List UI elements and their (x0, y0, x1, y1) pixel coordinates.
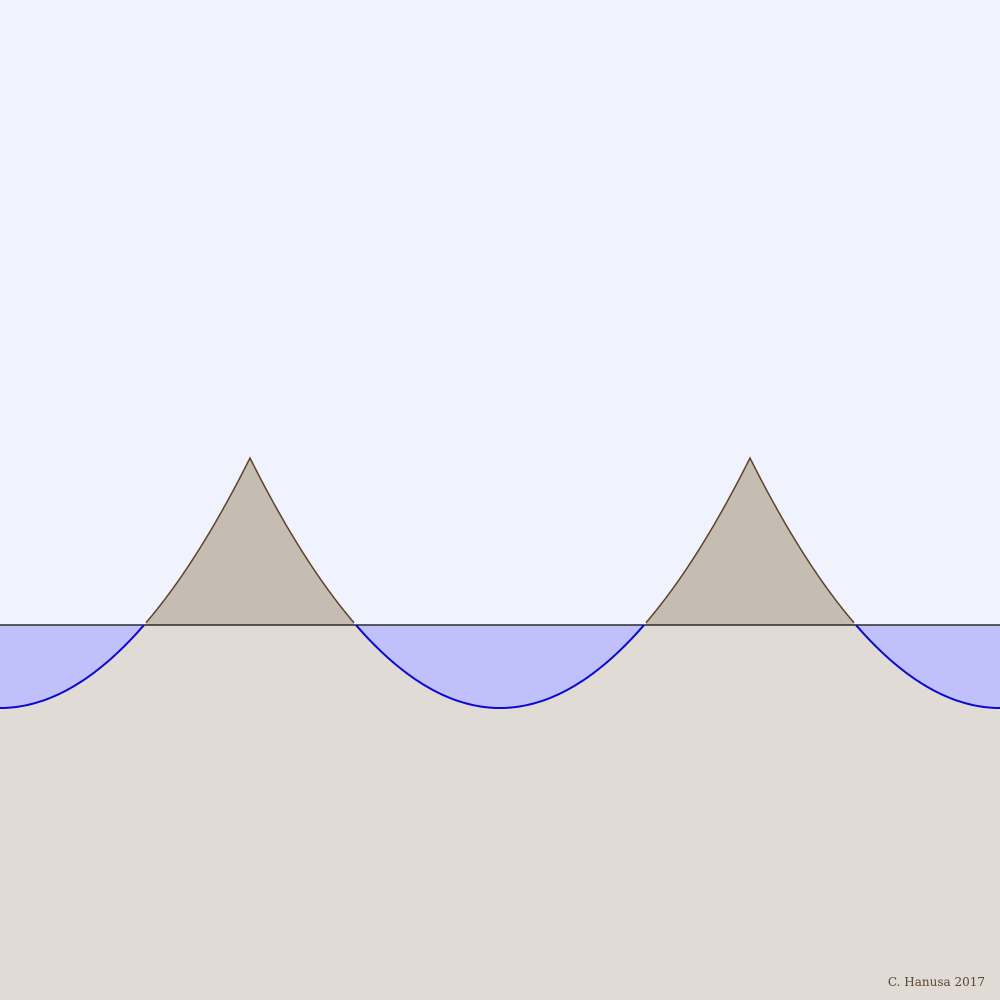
credit-text: C. Hanusa 2017 (887, 975, 985, 989)
water-fill-region (0, 625, 1000, 708)
peak-curve (145, 456, 855, 624)
water-curve (0, 624, 1000, 710)
